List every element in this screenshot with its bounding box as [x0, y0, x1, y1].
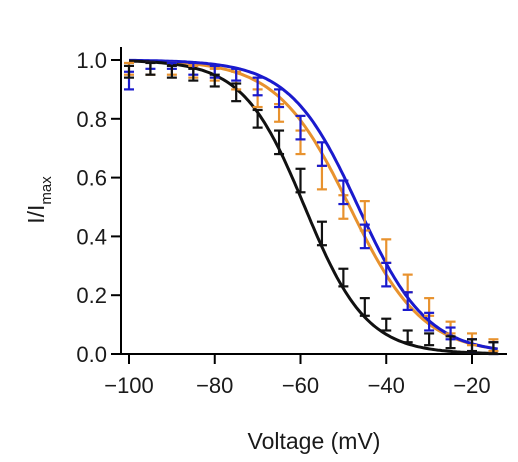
- data-point-series-2: [274, 88, 285, 109]
- data-point-series-3: [145, 61, 156, 76]
- data-point-series-3: [316, 220, 327, 247]
- fit-curve-series-1: [129, 59, 498, 351]
- data-point-series-3: [338, 267, 349, 288]
- x-tick-label: −60: [282, 373, 319, 398]
- y-tick-label: 1.0: [76, 48, 107, 73]
- data-point-series-3: [488, 341, 499, 356]
- y-tick-label: 0.2: [76, 283, 107, 308]
- data-point-series-3: [359, 297, 370, 317]
- data-point-series-2: [252, 76, 263, 97]
- y-tick-label: 0.6: [76, 166, 107, 191]
- x-tick-label: −40: [368, 373, 405, 398]
- y-tick-label: 0.4: [76, 224, 107, 249]
- x-tick-label: −80: [196, 373, 233, 398]
- data-point-series-2: [359, 223, 370, 250]
- data-point-series-3: [209, 73, 220, 88]
- data-point-series-3: [252, 108, 263, 129]
- data-point-series-3: [188, 67, 199, 82]
- y-tick-label: 0.8: [76, 107, 107, 132]
- data-point-series-3: [445, 335, 456, 350]
- data-point-series-3: [124, 64, 134, 79]
- data-point-series-2: [381, 261, 392, 288]
- data-point-series-2: [295, 114, 306, 141]
- data-point-series-3: [274, 129, 285, 156]
- data-point-series-1: [316, 164, 327, 191]
- data-point-series-3: [166, 64, 177, 79]
- data-point-series-2: [231, 67, 242, 82]
- x-tick-label: −100: [104, 373, 154, 398]
- data-point-series-2: [424, 311, 435, 332]
- data-point-series-2: [338, 179, 349, 206]
- fit-curves: [128, 58, 498, 355]
- data-point-series-3: [295, 167, 306, 194]
- y-axis-title-sub: max: [38, 176, 55, 205]
- data-point-series-2: [316, 141, 327, 167]
- data-point-series-2: [402, 291, 413, 311]
- data-point-series-3: [381, 317, 392, 332]
- fit-curve-series-2: [129, 58, 498, 351]
- fit-curve-series-3: [128, 59, 498, 355]
- chart-axes: [120, 47, 507, 355]
- y-axis-title: I/Imax: [23, 176, 55, 224]
- data-point-series-3: [424, 332, 435, 347]
- data-points: [124, 61, 499, 356]
- y-axis-title-main: I/I: [23, 205, 49, 224]
- y-tick-label: 0.0: [76, 342, 107, 367]
- data-point-series-1: [402, 273, 413, 294]
- data-point-series-3: [231, 82, 242, 103]
- data-point-series-3: [467, 338, 477, 353]
- data-point-series-3: [402, 329, 413, 344]
- x-axis-title: Voltage (mV): [248, 428, 381, 454]
- x-tick-label: −20: [453, 373, 490, 398]
- chart-ticks: −100 −80 −60 −40 −20 0.0 0.2 0.4 0.6 0.8 1.0: [76, 48, 490, 398]
